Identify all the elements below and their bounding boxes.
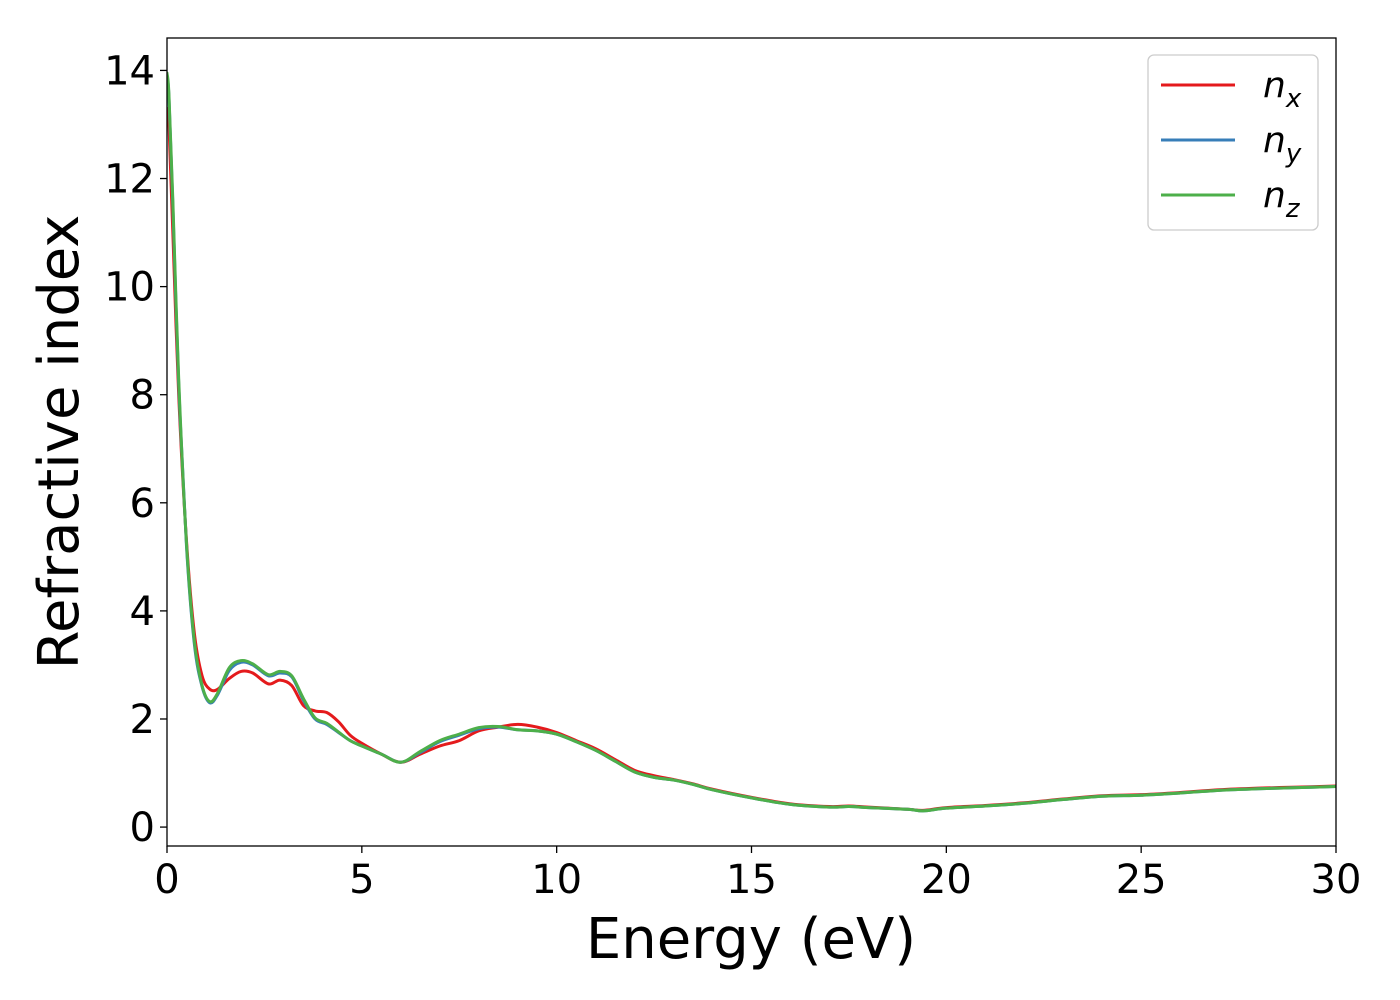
- legend-box: [1147, 54, 1319, 231]
- x-tick-label: 20: [921, 857, 972, 903]
- y-tick-label: 0: [130, 805, 155, 851]
- legend-label-ny: ny: [1263, 120, 1302, 169]
- x-tick-label: 30: [1311, 857, 1362, 903]
- x-tick-label: 15: [726, 857, 777, 903]
- y-tick-label: 2: [130, 697, 155, 743]
- y-tick-label: 4: [130, 589, 155, 635]
- x-tick-label: 0: [154, 857, 179, 903]
- legend: nx ny nz: [1147, 54, 1319, 231]
- x-tick-label: 25: [1116, 857, 1167, 903]
- y-tick-label: 14: [104, 48, 155, 94]
- series-line-nz: [167, 71, 1336, 813]
- series-layer: [167, 71, 1336, 813]
- y-tick-label: 12: [104, 157, 155, 203]
- legend-label-nz: nz: [1263, 175, 1301, 224]
- y-tick-label: 10: [104, 265, 155, 311]
- x-tick-label: 5: [349, 857, 374, 903]
- axes-layer: 0 5 10 15 20 25 30 0 2 4 6 8 10 12 14: [104, 37, 1362, 903]
- legend-label-nx: nx: [1263, 65, 1302, 114]
- y-axis-label: Refractive index: [27, 215, 92, 670]
- y-tick-label: 6: [130, 481, 155, 527]
- x-axis-label: Energy (eV): [586, 907, 916, 972]
- y-tick-label: 8: [130, 373, 155, 419]
- x-tick-label: 10: [531, 857, 582, 903]
